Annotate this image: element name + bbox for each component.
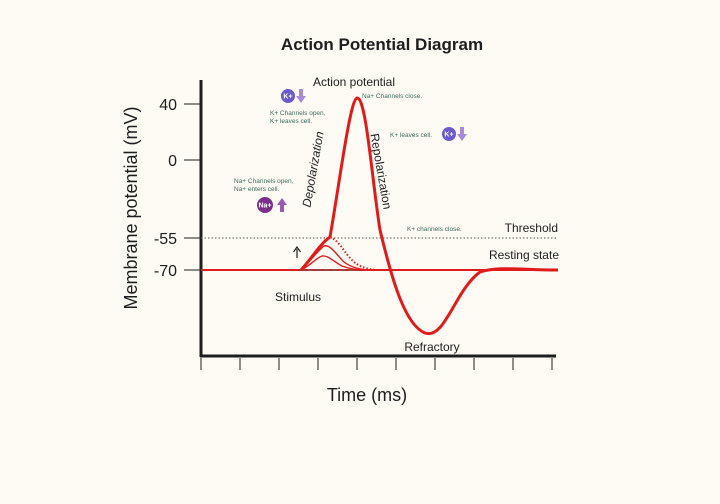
- x-axis-label: Time (ms): [327, 385, 407, 405]
- down-arrow-icon: [457, 127, 467, 141]
- na-ion-label: Na+: [258, 203, 271, 210]
- na-channels-open-note: Na+ Channels open,: [234, 178, 294, 185]
- diagram-title: Action Potential Diagram: [281, 35, 483, 54]
- depolarization-label: Depolarization: [300, 130, 327, 208]
- subthreshold-curve-dotted: [329, 236, 377, 271]
- stimulus-label: Stimulus: [275, 290, 321, 304]
- subthreshold-curve-2: [300, 255, 367, 271]
- y-tick-label: -70: [154, 263, 177, 280]
- down-arrow-icon: [296, 89, 306, 103]
- y-tick-marks: [184, 103, 200, 271]
- k-channels-close-note: K+ channels close.: [407, 226, 462, 233]
- na-channels-close-note: Na+ Channels close.: [362, 93, 422, 100]
- k-ion-icon: K+: [281, 89, 295, 103]
- refractory-label: Refractory: [404, 340, 459, 354]
- k-leaves-note: K+ leaves cell.: [270, 118, 312, 125]
- k-channels-open-note: K+ Channels open,: [270, 110, 326, 117]
- k-ion-icon: K+: [442, 127, 456, 141]
- stimulus-arrow-icon: [293, 245, 301, 253]
- resting-state-label: Resting state: [489, 248, 559, 262]
- na-ion-icon: Na+: [257, 197, 273, 213]
- y-tick-label: 0: [168, 153, 177, 170]
- action-potential-curve: [299, 96, 559, 336]
- y-tick-label: 40: [159, 97, 177, 114]
- k-ion-label: K+: [444, 132, 453, 139]
- up-arrow-icon: [277, 198, 287, 212]
- k-leaves-cell-note: K+ leaves cell.: [390, 132, 432, 139]
- x-tick-marks: [200, 358, 553, 370]
- y-tick-label: -55: [154, 231, 177, 248]
- na-enters-note: Na+ enters cell.: [234, 186, 280, 193]
- y-axis-label: Membrane potential (mV): [121, 106, 141, 309]
- threshold-label: Threshold: [505, 221, 558, 235]
- action-potential-label: Action potential: [313, 75, 395, 89]
- k-ion-label: K+: [283, 94, 292, 101]
